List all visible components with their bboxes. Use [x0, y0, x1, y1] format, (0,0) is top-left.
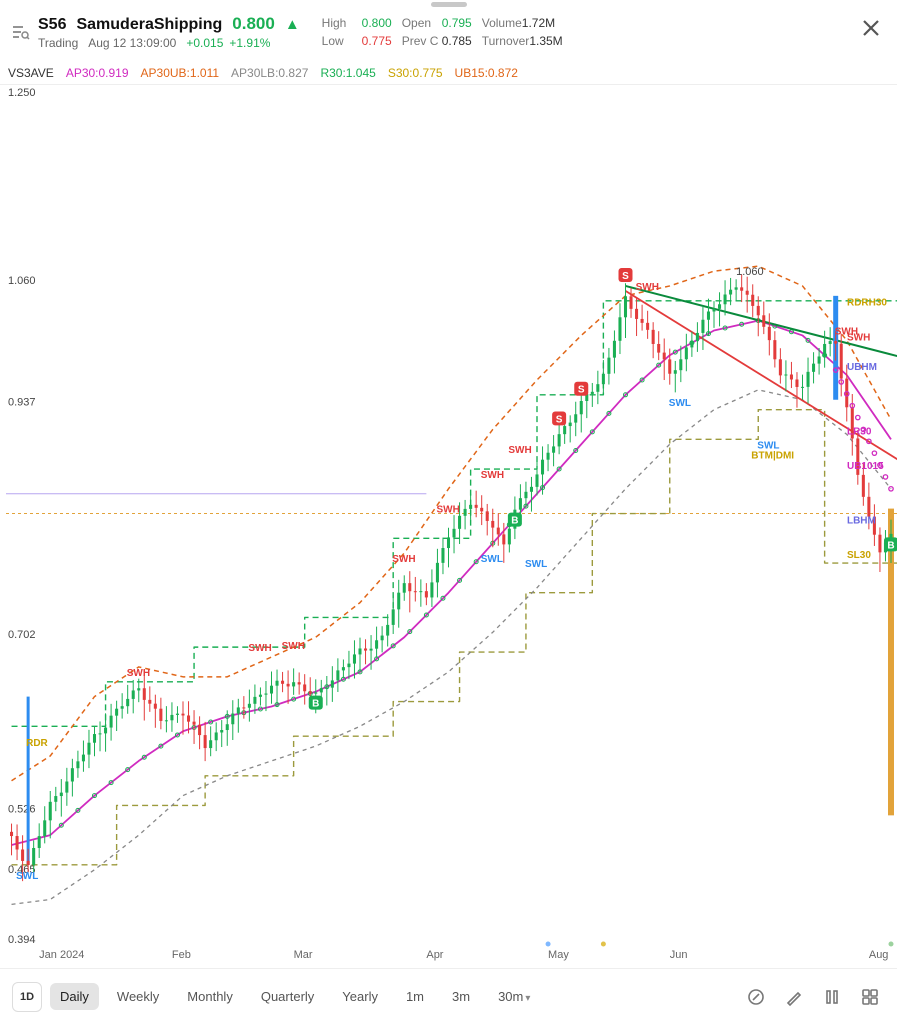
- svg-text:B: B: [312, 699, 319, 710]
- indicator-value: R30:1.045: [320, 66, 375, 80]
- svg-text:Jun: Jun: [670, 949, 688, 961]
- svg-text:SL30: SL30: [847, 550, 871, 561]
- svg-text:SWH: SWH: [127, 668, 150, 679]
- drag-handle[interactable]: [431, 2, 467, 7]
- timeframe-daily[interactable]: Daily: [50, 983, 99, 1010]
- svg-text:SWH: SWH: [481, 470, 504, 481]
- timeframe-weekly[interactable]: Weekly: [107, 983, 169, 1010]
- search-toggle-icon[interactable]: [8, 20, 32, 44]
- svg-text:SWL: SWL: [525, 559, 547, 570]
- svg-text:S: S: [578, 385, 585, 396]
- svg-text:SWH: SWH: [248, 643, 271, 654]
- chart-area[interactable]: 1.2500.9370.7020.4650.3940.5261.060SWHSW…: [0, 84, 897, 968]
- svg-text:0.526: 0.526: [8, 803, 36, 815]
- svg-text:SWL: SWL: [16, 871, 38, 882]
- svg-text:1.060: 1.060: [736, 266, 764, 278]
- draw-icon[interactable]: [779, 982, 809, 1012]
- svg-text:Mar: Mar: [294, 949, 313, 961]
- indicator-value: AP30LB:0.827: [231, 66, 308, 80]
- svg-text:S: S: [622, 271, 629, 282]
- svg-text:0.394: 0.394: [8, 934, 36, 946]
- timeframe-yearly[interactable]: Yearly: [332, 983, 388, 1010]
- bottom-toolbar: 1D Daily Weekly Monthly Quarterly Yearly 1m 3m 3…: [0, 968, 897, 1024]
- security-name[interactable]: SamuderaShipping: [76, 16, 222, 34]
- svg-text:Feb: Feb: [172, 949, 191, 961]
- layout-icon[interactable]: [855, 982, 885, 1012]
- svg-text:SWH: SWH: [282, 641, 305, 652]
- quote-timestamp: Aug 12 13:09:00: [88, 36, 176, 50]
- svg-text:RDRH30: RDRH30: [847, 298, 887, 309]
- session-status: Trading: [38, 36, 78, 50]
- svg-text:BTM|DMI: BTM|DMI: [751, 450, 794, 461]
- timeframe-monthly[interactable]: Monthly: [177, 983, 243, 1010]
- indicator-value: S30:0.775: [388, 66, 443, 80]
- svg-text:SWH: SWH: [508, 445, 531, 456]
- svg-text:SWH: SWH: [847, 332, 870, 343]
- svg-text:SWH: SWH: [636, 282, 659, 293]
- arrow-up-icon: ▲: [285, 16, 300, 33]
- svg-text:Apr: Apr: [426, 949, 443, 961]
- svg-text:LR30: LR30: [847, 426, 872, 437]
- indicator-name[interactable]: VS3AVE: [8, 66, 54, 80]
- header: S56 SamuderaShipping 0.800 ▲ Trading Aug…: [8, 14, 889, 50]
- svg-text:May: May: [548, 949, 569, 961]
- quote-stats: High0.800Open0.795Volume1.72MLow0.775Pre…: [322, 14, 573, 50]
- svg-text:B: B: [511, 516, 518, 527]
- timeframe-1m[interactable]: 1m: [396, 983, 434, 1010]
- timeframe-30m[interactable]: 30m▾: [488, 983, 540, 1010]
- svg-text:Aug: Aug: [869, 949, 889, 961]
- change-percent: +1.91%: [229, 36, 270, 50]
- indicator-value: UB15:0.872: [455, 66, 518, 80]
- close-icon[interactable]: [857, 14, 885, 42]
- indicator-value: AP30UB:1.011: [141, 66, 220, 80]
- svg-text:Jan 2024: Jan 2024: [39, 949, 84, 961]
- title-block: S56 SamuderaShipping 0.800 ▲ Trading Aug…: [38, 14, 300, 50]
- timeframe-1d_icon[interactable]: 1D: [12, 982, 42, 1012]
- svg-text:1.250: 1.250: [8, 87, 36, 99]
- timeframe-3m[interactable]: 3m: [442, 983, 480, 1010]
- svg-text:SWL: SWL: [669, 398, 691, 409]
- svg-text:LBHM: LBHM: [847, 515, 876, 526]
- indicator-strip[interactable]: VS3AVE AP30:0.919 AP30UB:1.011 AP30LB:0.827…: [8, 66, 889, 80]
- svg-text:0.702: 0.702: [8, 629, 36, 641]
- svg-text:SWH: SWH: [392, 554, 415, 565]
- annotate-icon[interactable]: [741, 982, 771, 1012]
- svg-text:B: B: [887, 540, 894, 551]
- svg-text:SWH: SWH: [437, 505, 460, 516]
- svg-text:S: S: [556, 414, 563, 425]
- last-price: 0.800: [232, 14, 275, 34]
- ticker-symbol[interactable]: S56: [38, 16, 66, 34]
- svg-text:UBHM: UBHM: [847, 362, 877, 373]
- svg-text:RDR: RDR: [26, 738, 48, 749]
- svg-text:SWL: SWL: [481, 554, 503, 565]
- timeframe-quarterly[interactable]: Quarterly: [251, 983, 324, 1010]
- indicator-value: AP30:0.919: [66, 66, 129, 80]
- change-absolute: +0.015: [186, 36, 223, 50]
- svg-text:1.060: 1.060: [8, 275, 36, 287]
- style-icon[interactable]: [817, 982, 847, 1012]
- svg-text:0.937: 0.937: [8, 397, 36, 409]
